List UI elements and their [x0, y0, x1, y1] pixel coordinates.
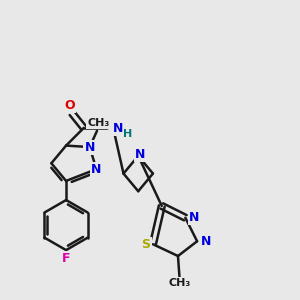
Text: CH₃: CH₃ [168, 278, 190, 287]
Text: N: N [201, 235, 211, 248]
Text: N: N [112, 122, 123, 135]
Text: F: F [62, 252, 70, 266]
Text: N: N [85, 141, 95, 154]
Text: O: O [64, 99, 75, 112]
Text: H: H [124, 129, 133, 140]
Text: CH₃: CH₃ [87, 118, 110, 128]
Text: N: N [134, 148, 145, 161]
Text: S: S [142, 238, 151, 251]
Text: N: N [189, 211, 199, 224]
Text: N: N [91, 163, 102, 176]
